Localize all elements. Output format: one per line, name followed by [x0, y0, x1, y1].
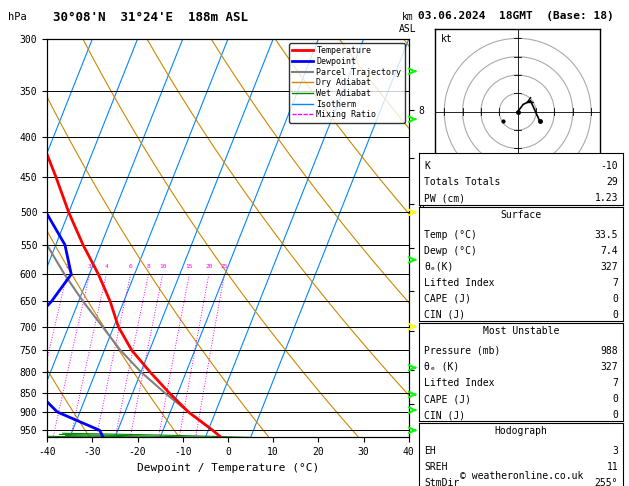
Text: 2: 2	[65, 264, 69, 270]
Text: -10: -10	[601, 161, 618, 171]
Text: 0: 0	[613, 310, 618, 320]
Text: CAPE (J): CAPE (J)	[424, 294, 471, 304]
Text: 7: 7	[613, 378, 618, 388]
Text: 3: 3	[613, 446, 618, 456]
Text: PW (cm): PW (cm)	[424, 193, 465, 203]
Text: 25: 25	[221, 264, 228, 270]
Text: 3: 3	[87, 264, 91, 270]
Text: 33.5: 33.5	[595, 230, 618, 240]
Text: 6: 6	[129, 264, 133, 270]
Text: 11: 11	[606, 462, 618, 472]
Text: 8: 8	[147, 264, 150, 270]
Text: CIN (J): CIN (J)	[424, 310, 465, 320]
Text: Lifted Index: Lifted Index	[424, 278, 494, 288]
Text: θₑ(K): θₑ(K)	[424, 262, 454, 272]
Text: StmDir: StmDir	[424, 478, 459, 486]
Text: 10: 10	[159, 264, 167, 270]
Text: Lifted Index: Lifted Index	[424, 378, 494, 388]
Text: hPa: hPa	[8, 12, 27, 22]
Text: Pressure (mb): Pressure (mb)	[424, 346, 500, 356]
Text: 0: 0	[613, 394, 618, 404]
Y-axis label: Mixing Ratio (g/kg): Mixing Ratio (g/kg)	[428, 182, 438, 294]
Text: © weatheronline.co.uk: © weatheronline.co.uk	[460, 471, 584, 481]
Text: 7.4: 7.4	[601, 246, 618, 256]
Text: CIN (J): CIN (J)	[424, 410, 465, 420]
Text: Temp (°C): Temp (°C)	[424, 230, 477, 240]
Text: Most Unstable: Most Unstable	[483, 326, 559, 336]
Text: SREH: SREH	[424, 462, 447, 472]
Text: CAPE (J): CAPE (J)	[424, 394, 471, 404]
Text: 7: 7	[613, 278, 618, 288]
Text: 0: 0	[613, 410, 618, 420]
Text: 4: 4	[104, 264, 108, 270]
Text: Totals Totals: Totals Totals	[424, 177, 500, 187]
Text: K: K	[424, 161, 430, 171]
Text: θₑ (K): θₑ (K)	[424, 362, 459, 372]
Text: 327: 327	[601, 362, 618, 372]
Text: 03.06.2024  18GMT  (Base: 18): 03.06.2024 18GMT (Base: 18)	[418, 11, 614, 21]
Text: 20: 20	[205, 264, 213, 270]
Text: km
ASL: km ASL	[399, 12, 416, 34]
Text: Surface: Surface	[501, 209, 542, 220]
Text: 988: 988	[601, 346, 618, 356]
Text: Hodograph: Hodograph	[494, 426, 548, 436]
Text: 1.23: 1.23	[595, 193, 618, 203]
Text: 30°08'N  31°24'E  188m ASL: 30°08'N 31°24'E 188m ASL	[53, 11, 248, 24]
Text: 0: 0	[613, 294, 618, 304]
Text: EH: EH	[424, 446, 436, 456]
Text: 327: 327	[601, 262, 618, 272]
Text: Dewp (°C): Dewp (°C)	[424, 246, 477, 256]
X-axis label: Dewpoint / Temperature (°C): Dewpoint / Temperature (°C)	[137, 463, 319, 473]
Text: 29: 29	[606, 177, 618, 187]
Text: kt: kt	[440, 34, 452, 44]
Text: 255°: 255°	[595, 478, 618, 486]
Legend: Temperature, Dewpoint, Parcel Trajectory, Dry Adiabat, Wet Adiabat, Isotherm, Mi: Temperature, Dewpoint, Parcel Trajectory…	[289, 43, 404, 122]
Text: 15: 15	[186, 264, 193, 270]
